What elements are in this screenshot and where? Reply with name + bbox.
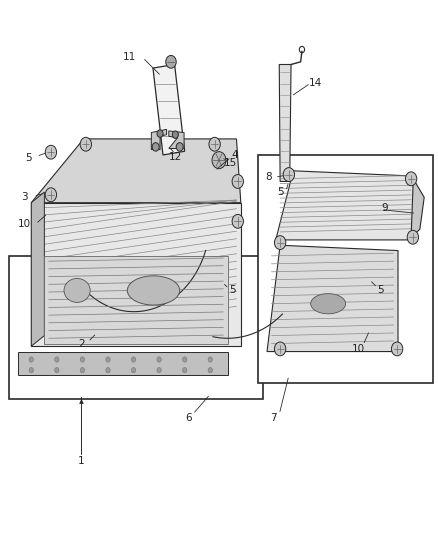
Text: 9: 9 — [381, 203, 388, 213]
Circle shape — [406, 172, 417, 185]
Text: 5: 5 — [277, 187, 283, 197]
Text: 5: 5 — [229, 286, 235, 295]
Circle shape — [55, 357, 59, 362]
Polygon shape — [31, 139, 241, 203]
Circle shape — [152, 143, 159, 151]
Polygon shape — [411, 179, 424, 237]
Polygon shape — [153, 64, 184, 155]
Polygon shape — [44, 256, 228, 344]
Polygon shape — [169, 131, 184, 149]
Polygon shape — [279, 64, 291, 181]
Text: 11: 11 — [123, 52, 136, 61]
Circle shape — [80, 368, 85, 373]
Circle shape — [232, 174, 244, 188]
Text: 4: 4 — [231, 150, 237, 160]
Text: 3: 3 — [21, 192, 28, 203]
Text: 14: 14 — [308, 78, 321, 88]
Ellipse shape — [311, 294, 346, 314]
Circle shape — [283, 167, 294, 181]
Text: 15: 15 — [224, 158, 237, 168]
Polygon shape — [18, 352, 228, 375]
Text: 8: 8 — [265, 172, 272, 182]
Polygon shape — [276, 171, 416, 240]
Circle shape — [131, 368, 136, 373]
Text: 7: 7 — [270, 413, 277, 423]
Circle shape — [157, 357, 161, 362]
Circle shape — [176, 143, 183, 151]
Circle shape — [157, 130, 163, 138]
Bar — [10, 256, 263, 399]
Text: 10: 10 — [352, 344, 365, 354]
Circle shape — [212, 152, 226, 168]
Circle shape — [275, 236, 286, 249]
Circle shape — [183, 357, 187, 362]
Circle shape — [392, 342, 403, 356]
Circle shape — [131, 357, 136, 362]
Text: 6: 6 — [185, 413, 192, 423]
Ellipse shape — [64, 278, 90, 302]
Circle shape — [45, 188, 57, 201]
Polygon shape — [151, 130, 166, 150]
Circle shape — [106, 368, 110, 373]
Polygon shape — [267, 245, 398, 352]
Circle shape — [209, 138, 220, 151]
Bar — [258, 155, 433, 383]
Circle shape — [166, 55, 176, 68]
Text: 10: 10 — [18, 219, 31, 229]
Circle shape — [106, 357, 110, 362]
Polygon shape — [31, 203, 241, 346]
Circle shape — [172, 131, 178, 139]
Circle shape — [29, 357, 33, 362]
Circle shape — [29, 368, 33, 373]
Circle shape — [80, 138, 92, 151]
Circle shape — [208, 357, 212, 362]
Ellipse shape — [127, 276, 180, 305]
Circle shape — [232, 214, 244, 228]
Text: 1: 1 — [78, 456, 85, 465]
Text: 5: 5 — [25, 152, 32, 163]
Polygon shape — [31, 192, 44, 346]
Text: 5: 5 — [377, 286, 384, 295]
Circle shape — [157, 368, 161, 373]
Circle shape — [275, 342, 286, 356]
Circle shape — [45, 146, 57, 159]
Circle shape — [407, 230, 419, 244]
Circle shape — [183, 368, 187, 373]
Circle shape — [208, 368, 212, 373]
Circle shape — [80, 357, 85, 362]
Text: 2: 2 — [78, 338, 85, 349]
Text: 12: 12 — [169, 152, 182, 162]
Circle shape — [55, 368, 59, 373]
